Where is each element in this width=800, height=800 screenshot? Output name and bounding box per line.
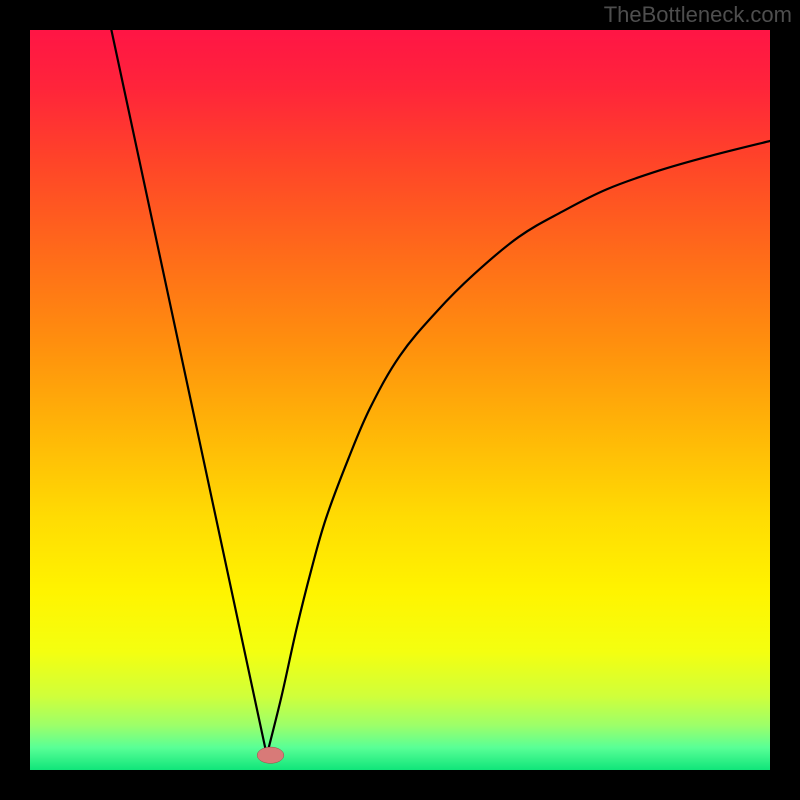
watermark-text: TheBottleneck.com [604, 2, 792, 28]
bottleneck-chart [30, 30, 770, 770]
chart-area [30, 30, 770, 770]
page-root: TheBottleneck.com [0, 0, 800, 800]
min-point-marker [257, 747, 284, 763]
gradient-background [30, 30, 770, 770]
